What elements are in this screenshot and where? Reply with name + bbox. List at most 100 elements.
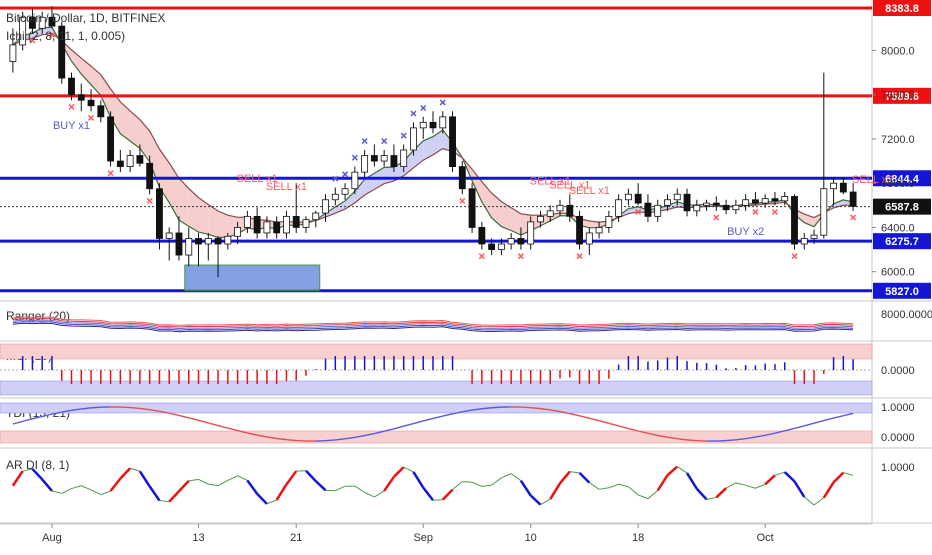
candle-body <box>283 216 289 233</box>
candle-body <box>733 205 739 209</box>
candle-body <box>293 216 299 227</box>
candle-body <box>215 238 221 244</box>
price-axis-label: 6400.0 <box>881 222 915 234</box>
msi-upper-band <box>0 344 872 359</box>
tdi-line-segment <box>130 408 140 409</box>
candle-body <box>645 203 651 216</box>
tdi-lower-band <box>0 431 872 443</box>
candle-body <box>713 203 719 205</box>
candle-body <box>117 161 123 167</box>
candle-body <box>752 200 758 203</box>
candle-body <box>127 156 133 167</box>
candle-body <box>254 216 260 233</box>
tdi-line-segment <box>91 407 101 408</box>
price-axis-label: 8000.0 <box>881 45 915 57</box>
time-axis-label: Oct <box>757 532 774 544</box>
time-axis-label: 21 <box>290 532 302 544</box>
tdi-line-segment <box>286 440 296 441</box>
candle-body <box>391 156 397 167</box>
candle-body <box>762 199 768 203</box>
time-axis-label: Sep <box>413 532 433 544</box>
candle-body <box>10 45 16 62</box>
candle-body <box>616 200 622 217</box>
candle-body <box>137 156 143 164</box>
candle-body <box>156 189 162 239</box>
candle-body <box>381 156 387 162</box>
candle-body <box>420 122 426 128</box>
signal-label: SELL x1 <box>266 181 307 193</box>
candle-body <box>596 227 602 233</box>
candle-body <box>410 128 416 150</box>
candle-body <box>205 238 211 244</box>
candle-body <box>147 163 153 188</box>
candle-body <box>352 172 358 189</box>
candle-body <box>68 78 74 95</box>
signal-label: BUY x2 <box>727 226 764 238</box>
candle-body <box>313 213 319 220</box>
candle-body <box>489 244 495 250</box>
candle-body <box>98 106 104 117</box>
candle-body <box>469 189 475 228</box>
candle-body <box>528 222 534 244</box>
candle-body <box>459 167 465 189</box>
candle-body <box>723 205 729 209</box>
ardi-axis-label: 1.0000 <box>881 462 915 474</box>
candle-body <box>577 216 583 244</box>
level-value-label: 5827.0 <box>885 286 919 298</box>
candle-body <box>186 238 192 255</box>
price-axis-label: 6800.0 <box>881 178 915 190</box>
time-axis-label: 10 <box>525 532 537 544</box>
candle-body <box>557 205 563 211</box>
candle-body <box>743 200 749 206</box>
candle-body <box>772 199 778 201</box>
candle-body <box>606 216 612 227</box>
candle-body <box>88 100 94 106</box>
candle-body <box>782 196 788 200</box>
candle-body <box>450 117 456 167</box>
candle-body <box>674 194 680 200</box>
candle-body <box>342 189 348 195</box>
candle-body <box>166 233 172 239</box>
price-axis-label: 7600.0 <box>881 90 915 102</box>
time-axis-label: 13 <box>192 532 204 544</box>
time-axis-label: Aug <box>42 532 62 544</box>
candle-body <box>801 238 807 244</box>
tdi-axis-label: 1.0000 <box>881 402 915 414</box>
ranger-axis-label: 8000.0000 <box>881 309 932 321</box>
time-axis-label: 18 <box>632 532 644 544</box>
candle-body <box>264 222 270 233</box>
ardi-line-segment <box>462 482 472 483</box>
candle-body <box>430 122 436 128</box>
price-axis-label: 6000.0 <box>881 267 915 279</box>
support-zone-box <box>185 265 320 291</box>
candle-body <box>655 205 661 216</box>
candle-body <box>567 205 573 216</box>
tdi-line-segment <box>120 407 130 408</box>
candle-body <box>303 220 309 228</box>
candle-body <box>274 222 280 233</box>
candle-body <box>635 194 641 203</box>
tdi-line-segment <box>482 408 492 409</box>
candle-body <box>704 203 710 205</box>
candle-body <box>371 156 377 162</box>
candle-body <box>332 194 338 200</box>
tdi-line-segment <box>531 408 541 409</box>
candle-body <box>831 183 837 189</box>
ardi-line-segment <box>433 500 443 501</box>
candle-body <box>840 183 846 192</box>
msi-axis-label: 0.0000 <box>881 365 915 377</box>
level-value-label: 8383.8 <box>885 3 919 15</box>
signal-label: SELL x1 <box>569 185 610 197</box>
tdi-line-segment <box>726 440 736 441</box>
candle-body <box>586 233 592 244</box>
candle-body <box>244 216 250 227</box>
candle-body <box>537 216 543 222</box>
candle-body <box>440 117 446 128</box>
candle-body <box>694 205 700 211</box>
candle-body <box>479 227 485 244</box>
last-price-value: 6587.8 <box>885 202 919 214</box>
price-axis-label: 7200.0 <box>881 134 915 146</box>
candle-body <box>78 95 84 101</box>
candle-body <box>323 200 329 213</box>
